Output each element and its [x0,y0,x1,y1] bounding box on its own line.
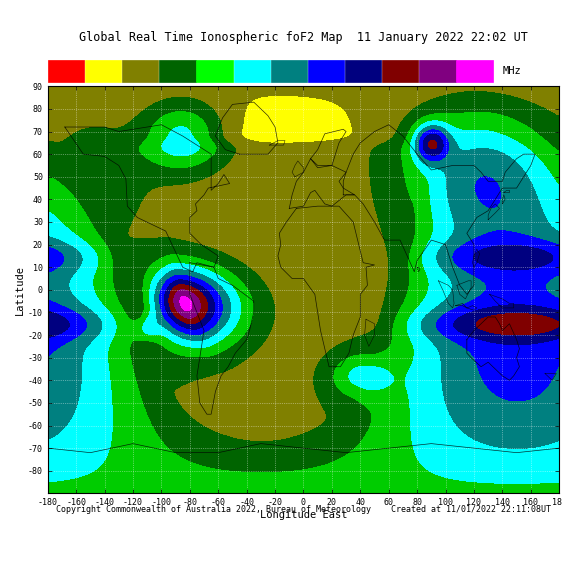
Bar [382,60,419,82]
Text: 1: 1 [64,89,69,99]
Text: 2: 2 [101,89,106,99]
Bar [234,60,270,82]
Bar [345,60,381,82]
Bar [159,60,196,82]
Bar [456,60,493,82]
Y-axis label: Latitude: Latitude [15,265,25,315]
Bar [48,60,84,82]
Text: 11: 11 [432,89,444,99]
Bar [271,60,307,82]
Text: Global Real Time Ionospheric foF2 Map  11 January 2022 22:02 UT: Global Real Time Ionospheric foF2 Map 11… [79,32,528,44]
Bar [419,60,456,82]
Text: 9: 9 [361,89,366,99]
Text: 8: 8 [324,89,329,99]
Text: 10: 10 [395,89,407,99]
Bar [308,60,344,82]
Bar [85,60,121,82]
Text: MHz: MHz [502,66,521,76]
Text: 12: 12 [469,89,481,99]
Text: 5: 5 [212,89,218,99]
Text: 7: 7 [286,89,292,99]
Text: 3: 3 [138,89,144,99]
X-axis label: Longitude East: Longitude East [260,510,347,520]
Text: Copyright Commonwealth of Australia 2022, Bureau of Meteorology    Created at 11: Copyright Commonwealth of Australia 2022… [56,505,551,514]
Text: 6: 6 [249,89,255,99]
Text: 4: 4 [175,89,181,99]
Bar [122,60,158,82]
Bar [196,60,233,82]
